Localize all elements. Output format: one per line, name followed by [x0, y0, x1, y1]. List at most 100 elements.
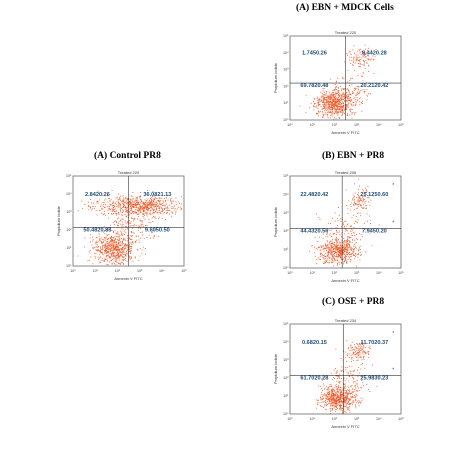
event-dot — [146, 214, 148, 216]
event-dot — [343, 104, 345, 106]
event-dot — [330, 111, 332, 113]
event-dot — [340, 99, 342, 101]
event-dot — [149, 210, 151, 211]
event-dot — [331, 407, 333, 409]
event-dot — [336, 241, 338, 243]
event-dot — [357, 254, 359, 255]
event-dot — [316, 259, 318, 260]
event-dot — [335, 405, 337, 407]
event-dot — [325, 107, 327, 109]
event-dot — [105, 252, 107, 254]
event-dot — [137, 202, 139, 204]
event-dot — [320, 91, 322, 93]
event-dot — [129, 205, 131, 207]
event-dot — [331, 388, 333, 390]
event-dot — [356, 400, 358, 402]
event-dot — [115, 256, 117, 258]
event-dot — [326, 239, 328, 241]
event-dot — [332, 98, 334, 100]
event-dot — [362, 102, 363, 104]
event-dot — [128, 220, 130, 222]
event-dot — [360, 368, 362, 370]
event-dot — [346, 252, 347, 254]
event-dot — [109, 248, 111, 250]
event-dot — [337, 394, 339, 396]
event-dot — [358, 86, 360, 88]
event-dot — [99, 240, 101, 242]
event-dot — [118, 247, 120, 248]
event-dot — [358, 346, 360, 348]
event-dot — [139, 219, 141, 221]
event-dot — [347, 106, 349, 108]
event-dot — [331, 397, 333, 399]
event-dot — [349, 254, 351, 256]
event-dot — [112, 206, 114, 208]
event-dot — [339, 253, 341, 255]
event-dot — [338, 100, 340, 102]
event-dot — [121, 218, 123, 220]
event-dot — [343, 252, 345, 254]
event-dot — [103, 229, 105, 231]
event-dot — [114, 241, 116, 243]
event-dot — [114, 256, 116, 258]
event-dot — [158, 197, 160, 199]
event-dot — [105, 258, 107, 260]
event-dot — [137, 235, 139, 237]
event-dot — [361, 85, 363, 87]
event-dot — [330, 247, 332, 249]
event-dot — [335, 111, 337, 113]
event-dot — [148, 204, 150, 206]
event-dot — [332, 238, 333, 240]
event-dot — [123, 205, 125, 207]
event-dot — [119, 259, 121, 261]
event-dot — [113, 209, 115, 211]
x-tick-label: 10⁴ — [376, 123, 382, 127]
event-dot — [344, 255, 346, 257]
event-dot — [344, 249, 346, 251]
event-dot — [359, 59, 360, 61]
event-dot — [116, 239, 118, 241]
event-dot — [333, 255, 335, 257]
event-dot — [358, 348, 360, 350]
event-dot — [351, 202, 353, 204]
event-dot — [107, 201, 109, 203]
event-dot — [103, 239, 105, 241]
event-dot — [325, 94, 327, 96]
event-dot — [351, 235, 353, 237]
event-dot — [364, 62, 365, 64]
event-dot — [343, 408, 345, 410]
event-dot — [320, 253, 322, 255]
event-dot — [355, 111, 357, 113]
event-dot — [352, 388, 354, 390]
event-dot — [110, 198, 112, 200]
event-dot — [102, 241, 104, 243]
event-dot — [330, 253, 331, 255]
event-dot — [105, 248, 106, 250]
event-dot — [323, 96, 325, 98]
event-dot — [336, 241, 338, 243]
event-dot — [356, 60, 358, 62]
event-dot — [338, 399, 340, 401]
event-dot — [137, 230, 139, 231]
event-dot — [103, 202, 105, 204]
event-dot — [113, 247, 115, 249]
event-dot — [334, 103, 336, 105]
event-dot — [355, 56, 357, 58]
event-dot — [316, 213, 318, 215]
flow-plot-b-ebn-pr8: Treated 206 10⁰ 10⁰ 10¹ 10¹ 10² 10² 10³ 10³ 10⁴ 10… — [272, 168, 407, 284]
event-dot — [355, 54, 357, 56]
event-dot — [337, 99, 339, 101]
event-dot — [102, 205, 104, 207]
event-dot — [317, 101, 319, 103]
event-dot — [128, 242, 130, 244]
event-dot — [333, 265, 334, 267]
event-dot — [325, 260, 327, 262]
event-dot — [332, 259, 334, 261]
event-dot — [122, 254, 124, 255]
event-dot — [357, 100, 359, 102]
event-dot — [338, 90, 340, 91]
event-dot — [331, 107, 333, 109]
event-dot — [352, 197, 354, 199]
event-dot — [115, 246, 116, 248]
event-dot — [359, 185, 360, 187]
